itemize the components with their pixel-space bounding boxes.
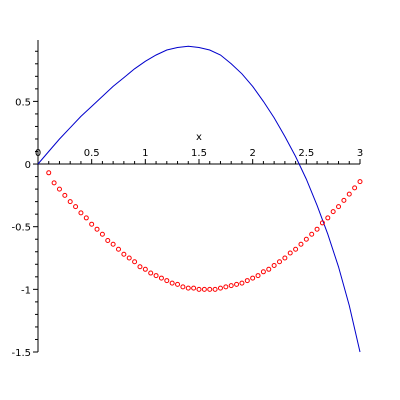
data-point xyxy=(105,237,111,243)
data-point xyxy=(89,221,95,227)
data-point xyxy=(234,281,240,287)
y-tick-label: -0.5 xyxy=(11,223,31,234)
data-point xyxy=(325,215,331,221)
data-point xyxy=(207,286,213,292)
data-point xyxy=(250,275,256,281)
data-point xyxy=(319,220,325,226)
data-point xyxy=(132,259,138,265)
data-point xyxy=(196,286,202,292)
data-point xyxy=(153,273,159,279)
data-point xyxy=(201,286,207,292)
series-layer xyxy=(37,45,363,353)
data-point xyxy=(169,280,175,286)
data-point xyxy=(185,285,191,291)
data-point xyxy=(62,192,68,198)
data-point xyxy=(191,285,197,291)
y-tick-label: 0 xyxy=(25,160,31,171)
data-point xyxy=(277,259,282,265)
data-point xyxy=(67,199,73,205)
data-point xyxy=(175,281,181,287)
data-point xyxy=(83,215,89,221)
data-point xyxy=(271,263,277,269)
data-point xyxy=(180,284,186,290)
data-point xyxy=(126,255,132,261)
x-axis-label: x xyxy=(196,132,202,143)
data-point xyxy=(260,269,266,275)
data-point xyxy=(352,185,358,191)
y-tick-label: 0.5 xyxy=(15,97,31,108)
data-point xyxy=(255,273,261,279)
data-point xyxy=(110,241,116,247)
data-point xyxy=(228,283,234,289)
x-tick-label: 1 xyxy=(142,148,148,159)
data-point xyxy=(158,275,164,281)
data-point xyxy=(346,191,352,197)
data-point xyxy=(303,236,309,242)
data-point xyxy=(330,209,336,215)
data-point xyxy=(266,266,272,272)
data-point xyxy=(164,278,170,284)
data-point xyxy=(99,231,105,237)
data-point xyxy=(336,204,342,210)
data-point xyxy=(46,170,52,176)
data-point xyxy=(73,204,79,210)
data-point xyxy=(357,179,363,185)
data-point xyxy=(121,251,127,257)
data-point xyxy=(94,226,100,232)
data-point xyxy=(78,210,84,216)
data-point xyxy=(314,226,320,232)
data-point xyxy=(298,241,304,247)
x-tick-label: 2.5 xyxy=(298,148,314,159)
y-tick-label: -1.5 xyxy=(11,348,31,359)
data-point xyxy=(244,278,250,284)
x-tick-label: 0 xyxy=(35,148,41,159)
x-tick-label: 1.5 xyxy=(191,148,207,159)
data-point xyxy=(293,246,299,252)
data-point xyxy=(309,231,315,237)
data-point xyxy=(287,250,293,256)
series-line-1 xyxy=(37,45,361,353)
data-point xyxy=(137,264,143,270)
data-point xyxy=(223,284,229,290)
data-point xyxy=(341,197,347,203)
x-tick-label: 0.5 xyxy=(84,148,100,159)
data-point xyxy=(217,285,223,291)
data-point xyxy=(212,286,218,292)
data-point xyxy=(56,186,62,192)
data-point xyxy=(116,246,121,252)
data-point xyxy=(148,270,154,276)
x-tick-label: 3 xyxy=(357,148,363,159)
x-tick-label: 2 xyxy=(249,148,255,159)
data-point xyxy=(51,180,57,186)
data-point xyxy=(239,280,245,286)
axes: 0 0.5 1 1.5 2 2.5 3 -1.5 -1 -0.5 0 0.5 xyxy=(11,40,363,359)
data-point xyxy=(282,255,288,261)
y-tick-label: -1 xyxy=(21,285,31,296)
data-point xyxy=(142,266,148,272)
